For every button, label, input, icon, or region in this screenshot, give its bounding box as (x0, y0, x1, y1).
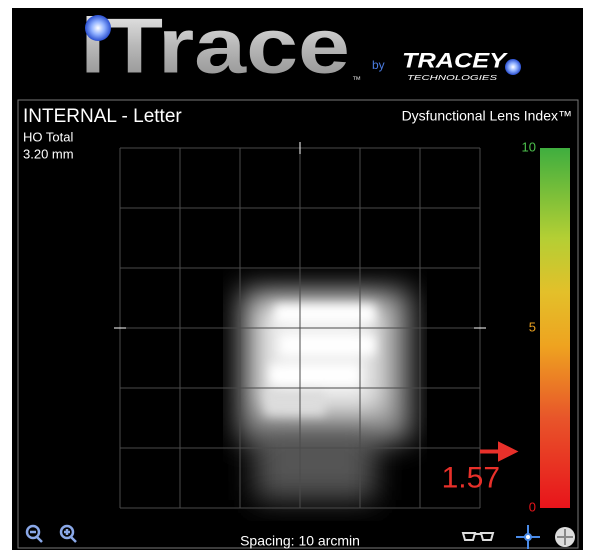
scale-label: 0 (529, 499, 536, 514)
panel-title: INTERNAL - Letter (23, 106, 182, 127)
page: iTrace ™ by TRACEY TECHNOLOGIES INTERNAL… (0, 0, 593, 554)
brand: TRACEY (402, 50, 508, 73)
screen: iTrace ™ by TRACEY TECHNOLOGIES INTERNAL… (0, 0, 593, 554)
logo-star (85, 15, 111, 41)
spacing: Spacing: 10 arcmin (240, 533, 360, 549)
logo-tm: ™ (352, 74, 361, 84)
scale-label: 5 (529, 319, 536, 334)
brand-globe (505, 59, 521, 75)
panel-subtitle: HO Total (23, 129, 73, 144)
scale-label: 10 (522, 139, 536, 154)
index-title: Dysfunctional Lens Index™ (402, 108, 572, 124)
dli-bar (540, 148, 570, 508)
by: by (372, 58, 385, 72)
value-label: 1.57 (442, 461, 500, 494)
pupil-size: 3.20 mm (23, 146, 74, 161)
target-icon[interactable] (555, 527, 575, 547)
brand-sub: TECHNOLOGIES (407, 75, 498, 82)
logo: iTrace (80, 2, 350, 90)
